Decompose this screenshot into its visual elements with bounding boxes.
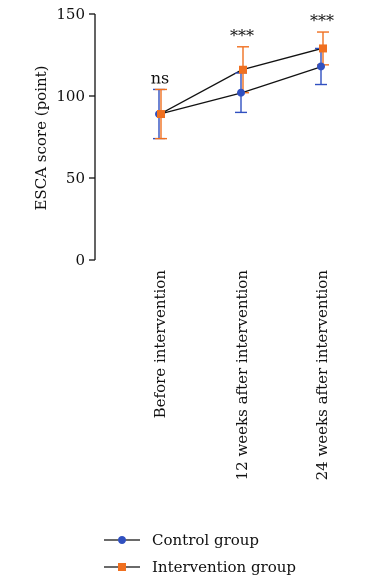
data-point-0-2	[317, 62, 325, 71]
legend: Control group Intervention group	[104, 531, 296, 576]
y-tick-label-1: 50	[66, 169, 85, 187]
y-axis-label: ESCA score (point)	[32, 65, 50, 210]
series-layer: ns *** ***	[151, 11, 334, 140]
y-tick-label-3: 150	[56, 5, 85, 23]
data-point-1-0	[157, 110, 165, 119]
legend-label-1: Intervention group	[152, 558, 296, 576]
x-category-label-1: 12 weeks after intervention	[233, 270, 251, 481]
legend-label-0: Control group	[152, 531, 259, 549]
y-tick-label-0: 0	[75, 251, 85, 269]
axes: 0 50 100 150 Before intervention 12 weeks aft…	[56, 5, 331, 480]
legend-marker-1	[118, 563, 126, 571]
data-point-1-1	[239, 65, 247, 74]
x-category-label-0: Before intervention	[151, 270, 169, 419]
data-point-0-1	[237, 88, 245, 97]
significance-label-1: ***	[230, 26, 254, 45]
y-tick-label-2: 100	[56, 87, 85, 105]
legend-marker-0	[118, 536, 126, 544]
data-point-1-2	[319, 44, 327, 53]
significance-label-0: ns	[151, 68, 170, 87]
significance-label-2: ***	[310, 11, 334, 30]
x-category-label-2: 24 weeks after intervention	[313, 270, 331, 481]
